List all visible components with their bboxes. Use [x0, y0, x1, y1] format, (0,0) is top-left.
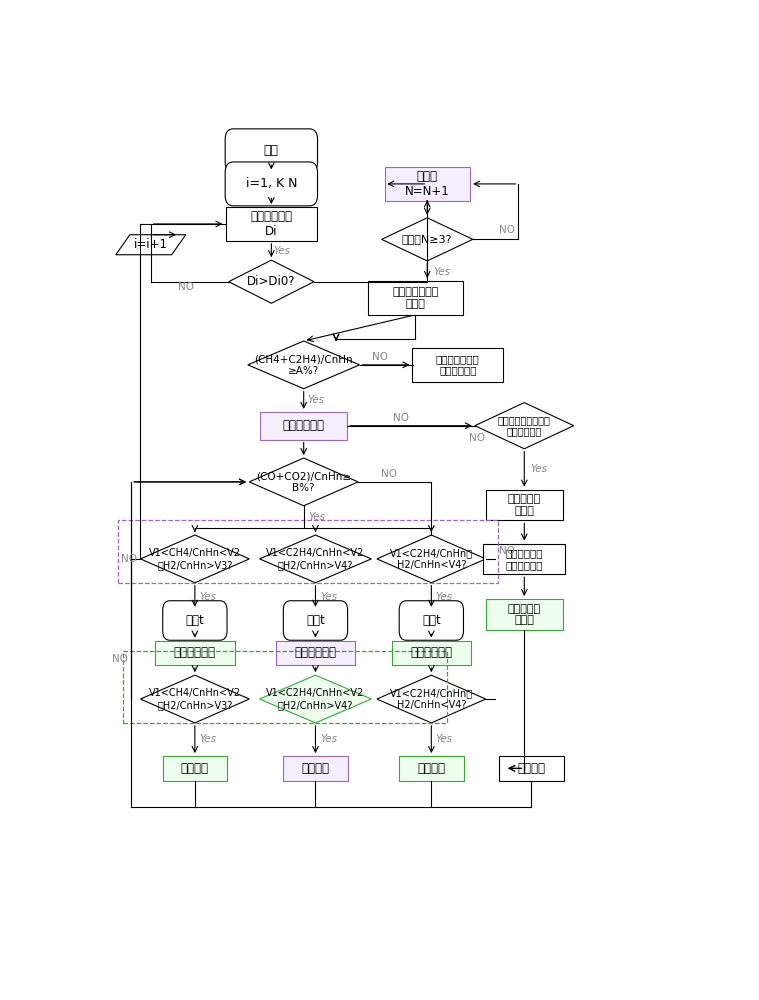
Polygon shape	[377, 535, 486, 583]
FancyBboxPatch shape	[225, 207, 317, 241]
Text: (CH4+C2H4)/CnHn
≥A%?: (CH4+C2H4)/CnHn ≥A%?	[254, 354, 353, 376]
FancyBboxPatch shape	[399, 756, 464, 781]
Text: 延时t: 延时t	[185, 614, 204, 627]
Text: V1<C2H4/CnHn且
H2/CnHn<V4?: V1<C2H4/CnHn且 H2/CnHn<V4?	[390, 548, 473, 570]
Text: NO: NO	[381, 469, 397, 479]
Text: 延时t: 延时t	[306, 614, 325, 627]
Text: 计数器
N=N+1: 计数器 N=N+1	[405, 170, 449, 198]
FancyBboxPatch shape	[225, 129, 317, 173]
FancyBboxPatch shape	[260, 412, 347, 440]
Polygon shape	[260, 535, 371, 583]
Text: Yes: Yes	[433, 267, 450, 277]
FancyBboxPatch shape	[155, 641, 235, 665]
Text: 二次检测参数: 二次检测参数	[294, 646, 336, 659]
Text: 中温过热: 中温过热	[301, 762, 329, 775]
Text: 人工或自动操作是否
三比值法检测: 人工或自动操作是否 三比值法检测	[498, 415, 551, 436]
Text: Yes: Yes	[320, 592, 337, 602]
Text: Yes: Yes	[200, 592, 216, 602]
Text: 检测组分浓度
Di: 检测组分浓度 Di	[250, 210, 292, 238]
FancyBboxPatch shape	[399, 601, 464, 640]
Text: NO: NO	[121, 554, 137, 564]
FancyBboxPatch shape	[486, 490, 562, 520]
FancyBboxPatch shape	[283, 756, 348, 781]
Polygon shape	[228, 260, 314, 303]
Text: 二次检测参数: 二次检测参数	[411, 646, 452, 659]
Text: Yes: Yes	[530, 464, 547, 474]
Text: i=i+1: i=i+1	[134, 238, 168, 251]
Polygon shape	[377, 675, 486, 723]
FancyBboxPatch shape	[412, 348, 503, 382]
Text: 正常状态: 正常状态	[518, 762, 545, 775]
Text: Yes: Yes	[273, 246, 291, 256]
Polygon shape	[260, 675, 371, 723]
FancyBboxPatch shape	[162, 756, 227, 781]
Text: V1<C2H4/CnHn<V2
且H2/CnHn>V4?: V1<C2H4/CnHn<V2 且H2/CnHn>V4?	[266, 548, 364, 570]
Text: (CO+CO2)/CnHn≥
B%?: (CO+CO2)/CnHn≥ B%?	[256, 471, 351, 493]
Text: NO: NO	[372, 352, 388, 362]
FancyBboxPatch shape	[392, 641, 471, 665]
Text: 检测五种特征气
体组分: 检测五种特征气 体组分	[392, 287, 439, 309]
FancyBboxPatch shape	[225, 162, 317, 206]
Text: Yes: Yes	[436, 734, 453, 744]
Text: 热性故障报警: 热性故障报警	[282, 419, 325, 432]
Text: 开始: 开始	[264, 144, 279, 157]
Text: Yes: Yes	[200, 734, 216, 744]
Polygon shape	[116, 235, 186, 255]
Text: NO: NO	[112, 654, 128, 664]
FancyBboxPatch shape	[483, 544, 565, 574]
Text: Yes: Yes	[308, 512, 325, 522]
Text: V1<C2H4/CnHn<V2
且H2/CnHn>V4?: V1<C2H4/CnHn<V2 且H2/CnHn>V4?	[266, 688, 364, 710]
Text: Di>Di0?: Di>Di0?	[247, 275, 295, 288]
Polygon shape	[140, 535, 249, 583]
Text: V1<CH4/CnHn<V2
且H2/CnHn>V3?: V1<CH4/CnHn<V2 且H2/CnHn>V3?	[149, 548, 241, 570]
Text: 启动电性故障判
断及检测过程: 启动电性故障判 断及检测过程	[436, 354, 480, 376]
FancyBboxPatch shape	[499, 756, 564, 781]
FancyBboxPatch shape	[486, 599, 562, 630]
Polygon shape	[140, 675, 249, 723]
Polygon shape	[247, 341, 360, 389]
Text: NO: NO	[392, 413, 409, 423]
Polygon shape	[475, 403, 574, 449]
Text: Yes: Yes	[436, 592, 453, 602]
Text: 计数器N≥3?: 计数器N≥3?	[402, 234, 452, 244]
Text: 延时t: 延时t	[422, 614, 441, 627]
Text: V1<CH4/CnHn<V2
且H2/CnHn>V3?: V1<CH4/CnHn<V2 且H2/CnHn>V3?	[149, 688, 241, 710]
Text: Yes: Yes	[307, 395, 325, 405]
FancyBboxPatch shape	[283, 601, 348, 640]
FancyBboxPatch shape	[276, 641, 355, 665]
Text: 高温过热: 高温过热	[417, 762, 446, 775]
Text: Yes: Yes	[320, 734, 337, 744]
Text: NO: NO	[178, 282, 194, 292]
Polygon shape	[382, 218, 473, 261]
Text: NO: NO	[469, 433, 485, 443]
Text: 低温过热: 低温过热	[181, 762, 209, 775]
FancyBboxPatch shape	[162, 601, 227, 640]
Text: 启动三比值
法检测: 启动三比值 法检测	[508, 494, 541, 516]
FancyBboxPatch shape	[368, 281, 462, 315]
Text: 二次检测参数: 二次检测参数	[174, 646, 216, 659]
Text: 三比值法编
码判断: 三比值法编 码判断	[508, 604, 541, 625]
Text: i=1, K N: i=1, K N	[246, 177, 297, 190]
Text: V1<C2H4/CnHn且
H2/CnHn<V4?: V1<C2H4/CnHn且 H2/CnHn<V4?	[390, 688, 473, 710]
Text: NO: NO	[499, 546, 515, 556]
Text: NO: NO	[499, 225, 515, 235]
FancyBboxPatch shape	[385, 167, 470, 201]
Polygon shape	[249, 458, 358, 506]
Text: 重新提取五种
特征气体组分: 重新提取五种 特征气体组分	[505, 548, 543, 570]
